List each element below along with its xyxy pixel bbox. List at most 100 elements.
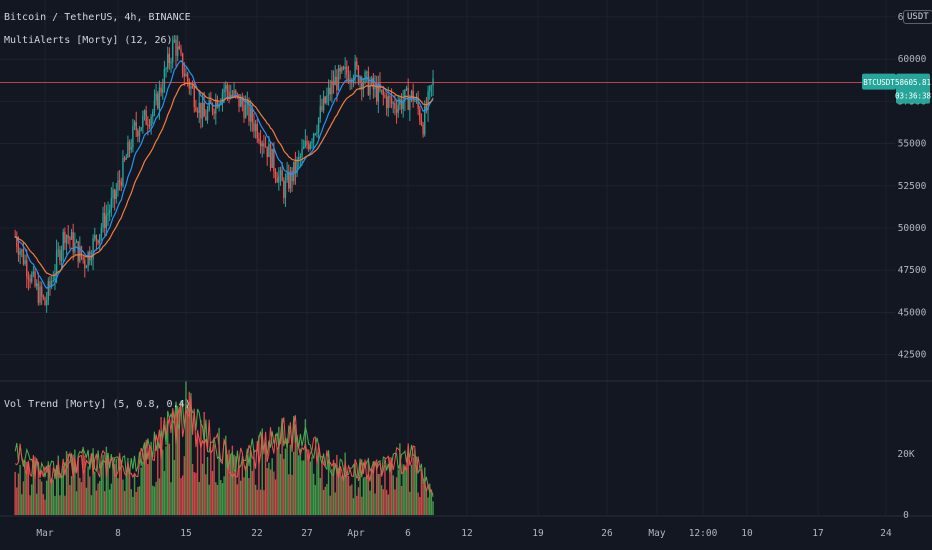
candle-body	[382, 89, 384, 96]
candle-body	[60, 250, 63, 261]
candle-body	[357, 66, 360, 84]
candle-body	[36, 283, 38, 286]
volume-bar	[298, 455, 300, 515]
volume-bar	[357, 487, 360, 515]
candle-body	[344, 66, 346, 69]
volume-bar	[29, 495, 31, 515]
candle-body	[264, 146, 267, 148]
volume-bar	[221, 483, 224, 515]
candle-body	[206, 110, 209, 121]
volume-bar	[261, 428, 263, 515]
volume-bar	[397, 469, 399, 515]
symbol-tag-label: BTCUSDT	[863, 78, 895, 87]
volume-bar	[211, 471, 214, 515]
volume-bar	[334, 492, 336, 515]
candle-body	[16, 236, 18, 247]
candle-body	[65, 235, 68, 244]
candle-body	[90, 259, 93, 261]
candle-body	[424, 105, 426, 135]
volume-bar	[69, 485, 71, 515]
y-tick-label: 47500	[898, 265, 927, 276]
candle-body	[110, 197, 113, 211]
volume-bar	[22, 481, 25, 515]
volume-bar	[236, 484, 239, 515]
indicator-legend-multialerts[interactable]: MultiAlerts [Morty] (12, 26)	[4, 35, 173, 46]
volume-bar	[80, 482, 83, 515]
volume-bar	[347, 475, 350, 515]
volume-bar	[412, 457, 414, 515]
volume-bar	[14, 471, 16, 515]
candle-body	[42, 295, 45, 298]
volume-bar	[183, 456, 185, 515]
volume-bar	[52, 479, 54, 515]
candle-body	[339, 67, 341, 72]
volume-bar	[75, 491, 78, 515]
volume-bar	[246, 454, 249, 515]
candle-body	[128, 141, 131, 150]
volume-bar	[331, 469, 333, 515]
volume-bar	[115, 458, 118, 515]
candle-body	[155, 93, 157, 101]
volume-bar	[332, 459, 335, 515]
candle-body	[225, 85, 227, 89]
candle-body	[377, 83, 380, 102]
volume-bar	[145, 454, 147, 515]
volume-bar	[188, 391, 190, 515]
volume-bar	[32, 462, 35, 515]
candle-body	[362, 82, 365, 90]
candle-body	[190, 86, 192, 89]
candle-body	[311, 141, 313, 144]
candle-body	[298, 156, 300, 160]
candle-body	[380, 89, 383, 91]
volume-bar	[427, 497, 429, 515]
volume-bar	[303, 460, 305, 515]
volume-bar	[233, 454, 235, 515]
candle-body	[142, 115, 144, 128]
candle-body	[327, 87, 330, 96]
candle-body	[26, 260, 28, 277]
candle-body	[216, 99, 219, 108]
volume-bar	[392, 475, 394, 515]
currency-badge[interactable]: USDT	[903, 10, 932, 24]
volume-bar	[200, 420, 202, 515]
x-tick-label: 6	[405, 528, 411, 539]
volume-bar	[404, 466, 406, 515]
volume-bar	[281, 424, 283, 515]
candle-body	[29, 279, 31, 282]
volume-bar	[37, 461, 40, 515]
candle-body	[186, 73, 189, 82]
candle-body	[198, 102, 200, 113]
volume-bar	[425, 490, 428, 515]
volume-bar	[429, 483, 431, 515]
volume-bar	[148, 447, 151, 515]
volume-bar	[405, 467, 408, 515]
volume-bar	[196, 430, 199, 515]
volume-bar	[24, 460, 26, 515]
candle-body	[405, 87, 408, 90]
volume-bar	[50, 477, 53, 515]
x-tick-label: Mar	[36, 528, 53, 539]
volume-bar	[319, 477, 321, 515]
candle-body	[67, 235, 69, 238]
volume-bar	[274, 479, 277, 515]
volume-bar	[352, 498, 355, 515]
indicator-legend-voltrend[interactable]: Vol Trend [Morty] (5, 0.8, 0.4)	[4, 399, 191, 410]
volume-bar	[409, 491, 411, 515]
x-tick-label: 22	[251, 528, 262, 539]
candle-body	[356, 61, 358, 67]
volume-y-tick-label: 20K	[897, 449, 914, 460]
volume-bar	[193, 472, 195, 515]
candle-body	[112, 189, 114, 198]
candle-body	[211, 103, 214, 112]
volume-bar	[89, 476, 91, 515]
volume-bar	[263, 490, 265, 515]
volume-bar	[379, 473, 381, 515]
candle-body	[158, 87, 161, 109]
candle-body	[127, 141, 129, 158]
candle-body	[188, 81, 190, 89]
candle-body	[39, 286, 41, 303]
candle-body	[309, 143, 312, 149]
candle-body	[167, 53, 169, 69]
volume-bar	[40, 481, 43, 515]
